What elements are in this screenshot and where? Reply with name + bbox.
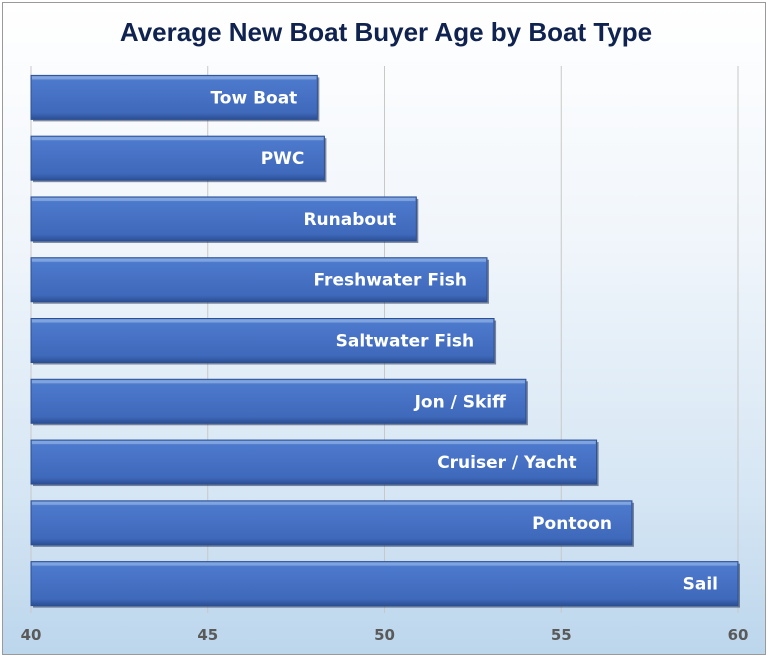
bar xyxy=(30,196,417,242)
x-tick-label: 55 xyxy=(551,626,572,644)
bar-saltwater-fish: Saltwater Fish xyxy=(30,318,497,365)
bar-highlight xyxy=(32,137,324,141)
x-tick-label: 40 xyxy=(21,626,42,644)
bar-category-label: PWC xyxy=(261,149,305,169)
bar-category-label: Tow Boat xyxy=(210,88,297,108)
bar-category-label: Freshwater Fish xyxy=(314,271,467,291)
bar-highlight xyxy=(32,501,631,505)
bar xyxy=(30,439,598,485)
bar xyxy=(30,561,739,607)
bar-highlight xyxy=(32,197,416,201)
bar-category-label: Pontoon xyxy=(532,514,612,534)
bar-jon-skiff: Jon / Skiff xyxy=(30,378,528,426)
bar-tow-boat: Tow Boat xyxy=(30,74,320,122)
bar-highlight xyxy=(32,319,494,323)
bar-pontoon: Pontoon xyxy=(30,500,634,547)
bar-freshwater-fish: Freshwater Fish xyxy=(30,257,490,304)
bar-category-label: Cruiser / Yacht xyxy=(437,453,576,473)
bar xyxy=(30,74,318,120)
bar xyxy=(30,378,527,424)
chart-title: Average New Boat Buyer Age by Boat Type xyxy=(119,17,653,47)
chart-plot: Tow Boat PWC Runabout Freshwater Fish Saltwa… xyxy=(21,66,749,644)
bar-category-label: Sail xyxy=(683,575,718,595)
bar-highlight xyxy=(32,258,487,262)
x-tick-label: 60 xyxy=(728,626,749,644)
bar-highlight xyxy=(32,76,317,80)
bar-pwc: PWC xyxy=(30,135,327,183)
bar xyxy=(30,135,325,181)
bar xyxy=(30,257,488,303)
bar-highlight xyxy=(32,441,596,445)
x-tick-label: 45 xyxy=(197,626,218,644)
bar-cruiser-yacht: Cruiser / Yacht xyxy=(30,439,599,487)
x-tick-label: 50 xyxy=(374,626,395,644)
bar-category-label: Jon / Skiff xyxy=(414,392,507,412)
bar xyxy=(30,500,633,546)
bar xyxy=(30,318,495,363)
bar-highlight xyxy=(32,380,525,384)
bar-highlight xyxy=(32,562,737,566)
bar-category-label: Saltwater Fish xyxy=(336,332,474,352)
bar-runabout: Runabout xyxy=(30,196,419,243)
bar-category-label: Runabout xyxy=(303,210,396,230)
bar-sail: Sail xyxy=(30,561,740,608)
